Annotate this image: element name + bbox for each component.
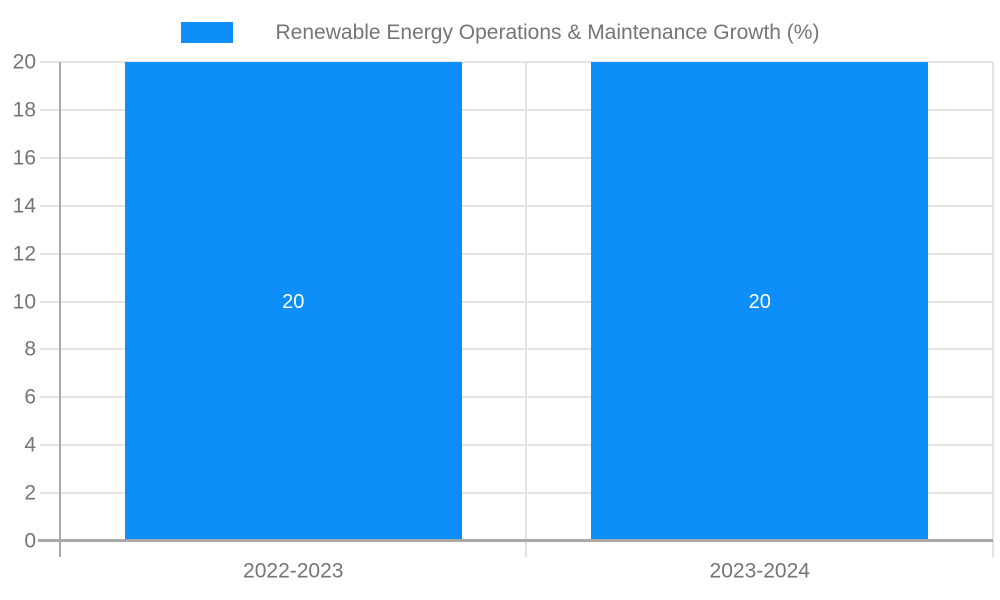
gridline-horizontal xyxy=(40,348,993,351)
y-axis-tick-label: 0 xyxy=(24,529,36,553)
x-axis-tick-label: 2022-2023 xyxy=(243,559,344,583)
y-axis-tick-label: 16 xyxy=(12,146,36,170)
gridline-vertical xyxy=(991,62,994,557)
bar[interactable] xyxy=(124,62,462,541)
legend-series-label: Renewable Energy Operations & Maintenanc… xyxy=(275,21,820,44)
y-axis-tick-label: 10 xyxy=(12,290,36,313)
gridline-horizontal xyxy=(40,156,993,159)
y-axis-tick-label: 12 xyxy=(12,242,36,266)
y-axis-tick-label: 14 xyxy=(12,194,36,218)
gridline-horizontal xyxy=(40,492,993,495)
x-axis-line xyxy=(38,539,993,542)
chart-legend[interactable]: Renewable Energy Operations & Maintenanc… xyxy=(0,21,1000,44)
gridline-horizontal xyxy=(40,252,993,255)
gridline-horizontal xyxy=(40,444,993,447)
gridline-horizontal xyxy=(40,108,993,111)
y-axis-tick-label: 2 xyxy=(24,481,36,505)
gridline-horizontal xyxy=(40,204,993,207)
y-axis-line xyxy=(59,62,61,557)
gridline-horizontal xyxy=(40,61,993,63)
y-axis-tick-label: 4 xyxy=(24,433,36,457)
gridline-vertical xyxy=(525,62,527,557)
y-axis-tick-label: 20 xyxy=(12,50,36,74)
gridline-horizontal xyxy=(40,300,993,303)
gridline-horizontal xyxy=(40,396,993,399)
legend-color-swatch xyxy=(180,22,233,44)
bar[interactable] xyxy=(591,62,929,541)
y-axis-tick-label: 18 xyxy=(12,98,36,122)
bar-value-label: 20 xyxy=(282,290,305,313)
x-axis-tick-label: 2023-2024 xyxy=(709,559,810,583)
y-axis-tick-label: 8 xyxy=(24,337,36,361)
bar-value-label: 20 xyxy=(748,290,771,313)
y-axis-tick-label: 6 xyxy=(24,385,36,409)
